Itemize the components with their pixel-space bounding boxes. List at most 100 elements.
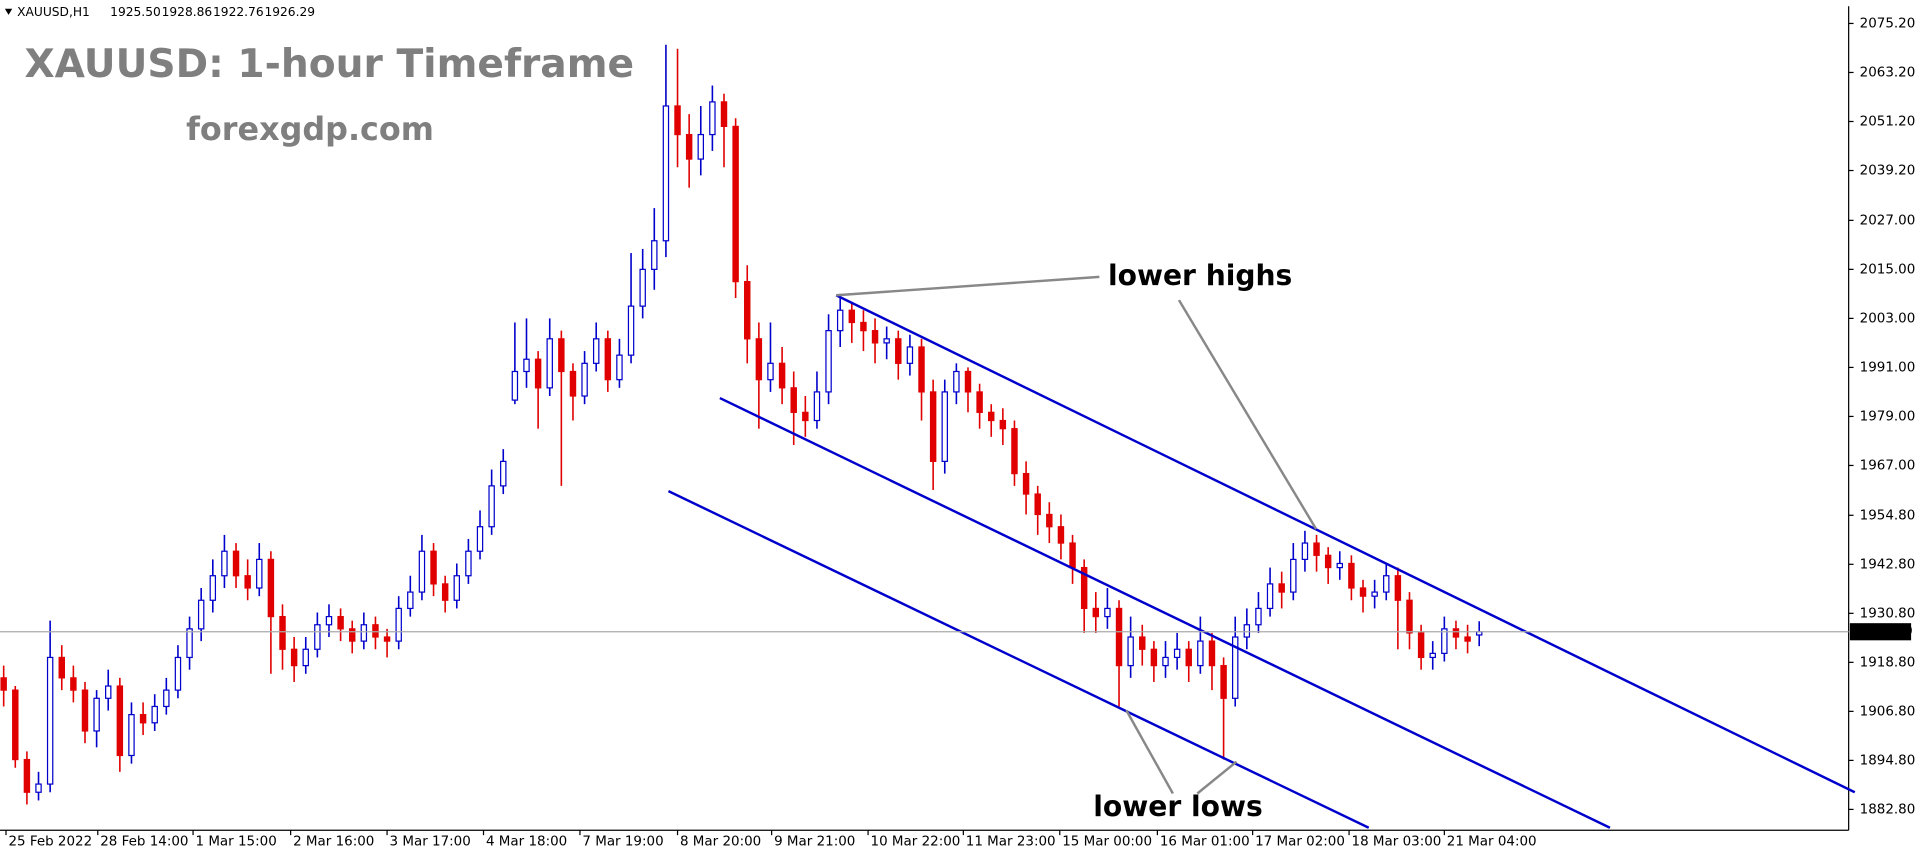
- candle-body: [976, 391, 983, 413]
- candle-body: [558, 338, 565, 373]
- y-tick-label: 2063.20: [1860, 65, 1916, 80]
- candle-body: [534, 358, 542, 389]
- candle-body: [1441, 628, 1448, 654]
- annotation: lower highs: [1108, 259, 1292, 292]
- candles: [0, 44, 1483, 805]
- candle-body: [174, 656, 182, 691]
- candle-body: [1452, 628, 1460, 638]
- candle-body: [1034, 493, 1041, 516]
- candle-body: [581, 362, 588, 397]
- candle-body: [476, 526, 484, 552]
- candle-body: [813, 391, 821, 422]
- candle-body: [1348, 562, 1355, 589]
- channel-middle: [719, 396, 1611, 829]
- x-tick-label: 11 Mar 23:00: [966, 834, 1056, 849]
- candle-body: [895, 338, 902, 364]
- candle-body: [825, 330, 832, 393]
- candle-body: [337, 615, 344, 630]
- candle-body: [105, 685, 112, 699]
- candle-body: [1080, 566, 1088, 610]
- candle-body: [163, 689, 170, 708]
- y-tick-label: 2027.00: [1860, 213, 1916, 228]
- x-tick-label: 16 Mar 01:00: [1160, 834, 1250, 849]
- candle-body: [441, 583, 449, 601]
- x-tick-label: 3 Mar 17:00: [390, 834, 471, 849]
- candle-body: [674, 105, 681, 136]
- y-tick-label: 1979.00: [1860, 409, 1916, 424]
- candle-body: [256, 558, 263, 589]
- y-tick-label: 1967.00: [1860, 458, 1916, 473]
- header-value: 1926.29: [264, 5, 315, 19]
- candle-body: [35, 783, 42, 793]
- candle-body: [1208, 640, 1216, 667]
- candle-body: [290, 648, 298, 667]
- x-tick-label: 7 Mar 19:00: [582, 834, 663, 849]
- candle-body: [988, 411, 995, 422]
- candle-body: [755, 338, 763, 381]
- candle-body: [279, 615, 286, 650]
- candle-body: [697, 133, 704, 160]
- candle-body: [128, 714, 135, 757]
- candle-body: [1255, 607, 1262, 626]
- candle-body: [209, 575, 217, 601]
- candle-body: [790, 387, 797, 413]
- candle-body: [511, 370, 519, 401]
- candle-body: [871, 330, 879, 344]
- candle-body: [941, 391, 948, 462]
- x-tick-label: 25 Feb 2022: [8, 834, 92, 849]
- y-tick-label: 1954.80: [1860, 508, 1916, 523]
- y-tick-label: 1930.80: [1860, 606, 1916, 621]
- candle-body: [325, 615, 333, 626]
- candle-body: [1197, 640, 1204, 667]
- header-arrow: [4, 8, 13, 15]
- candle-body: [778, 362, 786, 389]
- y-tick-label: 1991.00: [1860, 360, 1916, 375]
- candle-body: [616, 354, 623, 381]
- candle-body: [929, 391, 937, 462]
- y-tick-label: 2003.00: [1860, 311, 1916, 326]
- candle-body: [244, 575, 251, 589]
- pointer: [1177, 299, 1318, 530]
- candle-body: [1092, 607, 1100, 618]
- candle-body: [964, 370, 972, 393]
- candle-body: [1406, 599, 1413, 634]
- candle-body: [1324, 554, 1332, 569]
- candle-body: [732, 125, 739, 283]
- candle-body: [58, 656, 65, 679]
- candle-body: [1464, 636, 1471, 642]
- y-tick-label: 1942.80: [1860, 557, 1916, 572]
- x-tick-label: 2 Mar 16:00: [293, 834, 374, 849]
- candle-body: [1290, 558, 1297, 593]
- candle-body: [569, 370, 577, 397]
- candle-body: [860, 321, 867, 332]
- pointer: [1196, 760, 1238, 795]
- candle-body: [1359, 587, 1367, 597]
- candle-body: [953, 370, 960, 393]
- candle-body: [151, 705, 158, 724]
- y-tick-label: 2015.00: [1860, 262, 1916, 277]
- candle-body: [1115, 607, 1123, 667]
- candle-body: [267, 558, 275, 618]
- candle-body: [1231, 636, 1239, 699]
- candle-body: [883, 338, 890, 344]
- pointer: [836, 275, 1100, 297]
- candle-body: [546, 338, 553, 389]
- candle-body: [500, 460, 507, 487]
- x-tick-label: 18 Mar 03:00: [1352, 834, 1442, 849]
- candle-body: [627, 305, 635, 356]
- candle-body: [1220, 665, 1227, 699]
- candle-body: [314, 624, 321, 650]
- candle-body: [1429, 652, 1436, 659]
- header: XAUUSD,H1 1925.50 1928.86 1922.76 1926.29: [17, 5, 315, 19]
- candle-body: [395, 607, 402, 642]
- candle-body: [12, 689, 19, 761]
- candle-body: [906, 346, 914, 364]
- header-value: 1928.86: [162, 5, 213, 19]
- candle-body: [1278, 583, 1285, 593]
- x-tick-label: 1 Mar 15:00: [195, 834, 276, 849]
- candle-body: [1011, 428, 1018, 475]
- candle-body: [685, 133, 693, 160]
- candle-body: [848, 309, 856, 324]
- candle-body: [1371, 591, 1378, 597]
- candle-body: [348, 628, 356, 642]
